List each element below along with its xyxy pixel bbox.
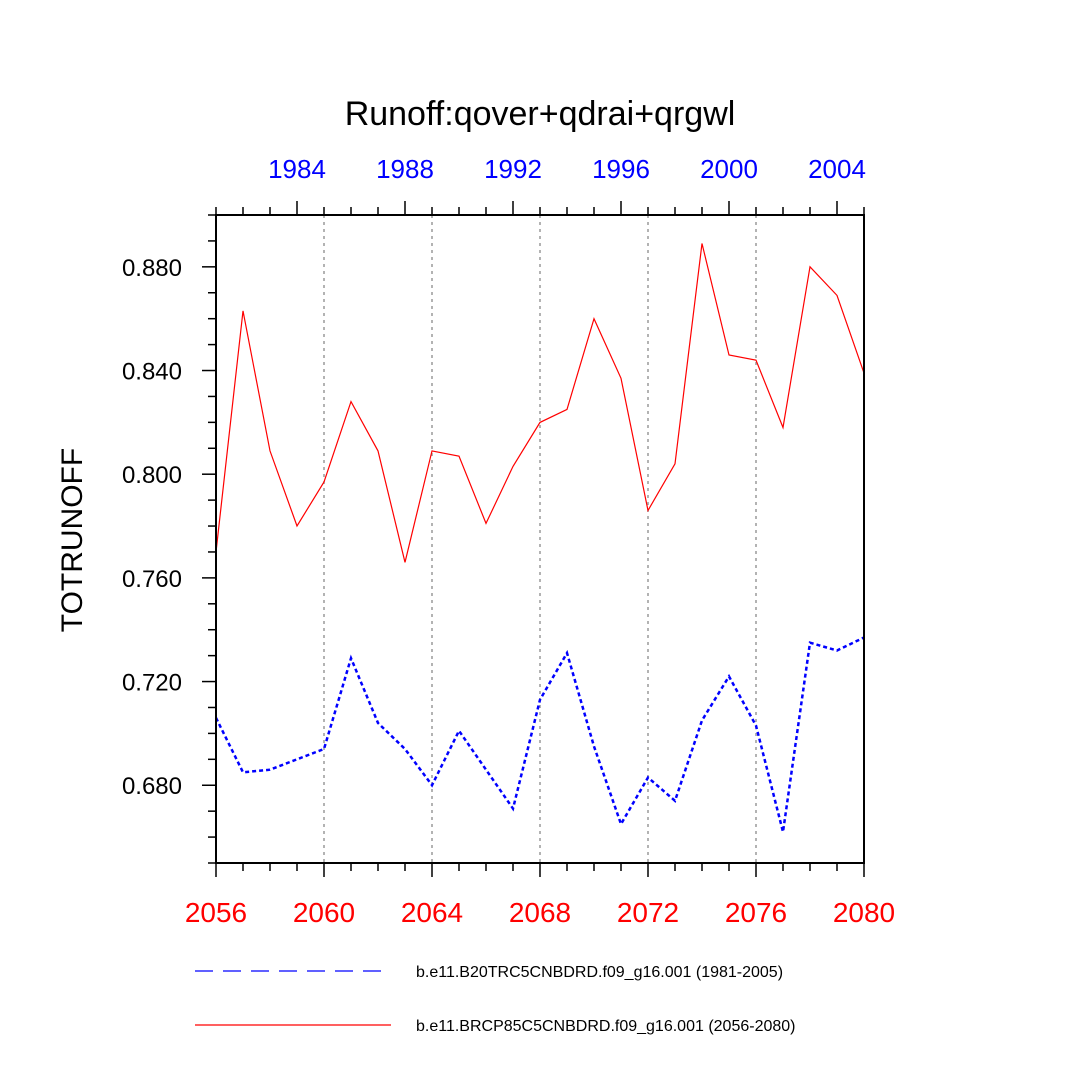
grid-lines xyxy=(323,215,757,863)
x-top-tick-label: 1996 xyxy=(592,154,650,184)
y-tick-label: 0.800 xyxy=(122,462,182,489)
x-bottom-tick-label: 2080 xyxy=(833,897,895,928)
legend: b.e11.B20TRC5CNBDRD.f09_g16.001 (1981-20… xyxy=(195,964,795,1035)
x-top-tick-label: 1984 xyxy=(268,154,326,184)
x-bottom-tick-label: 2060 xyxy=(293,897,355,928)
series-line-1 xyxy=(214,636,865,833)
tick-labels: 2056 2060 2064 2068 2072 2076 2080 1984 1988 1992… xyxy=(122,154,895,928)
x-top-tick-label: 2004 xyxy=(808,154,866,184)
x-bottom-tick-label: 2072 xyxy=(617,897,679,928)
x-bottom-tick-label: 2076 xyxy=(725,897,787,928)
y-tick-label: 0.760 xyxy=(122,566,182,593)
y-tick-label: 0.680 xyxy=(122,773,182,800)
x-top-tick-label: 2000 xyxy=(700,154,758,184)
series-group xyxy=(214,243,865,833)
x-bottom-tick-label: 2064 xyxy=(401,897,463,928)
chart-title: Runoff:qover+qdrai+qrgwl xyxy=(345,95,736,133)
y-tick-label: 0.720 xyxy=(122,670,182,697)
y-tick-label: 0.840 xyxy=(122,359,182,386)
axis-ticks xyxy=(202,201,865,877)
legend-label-2: b.e11.BRCP85C5CNBDRD.f09_g16.001 (2056-2… xyxy=(416,1018,795,1035)
legend-label-1: b.e11.B20TRC5CNBDRD.f09_g16.001 (1981-20… xyxy=(416,964,783,981)
x-top-tick-label: 1992 xyxy=(484,154,542,184)
plot-frame xyxy=(215,214,865,864)
y-axis-label: TOTRUNOFF xyxy=(56,448,89,632)
x-bottom-tick-label: 2068 xyxy=(509,897,571,928)
series-line-2 xyxy=(215,243,865,563)
x-top-tick-label: 1988 xyxy=(376,154,434,184)
x-bottom-tick-label: 2056 xyxy=(185,897,247,928)
y-tick-label: 0.880 xyxy=(122,255,182,282)
